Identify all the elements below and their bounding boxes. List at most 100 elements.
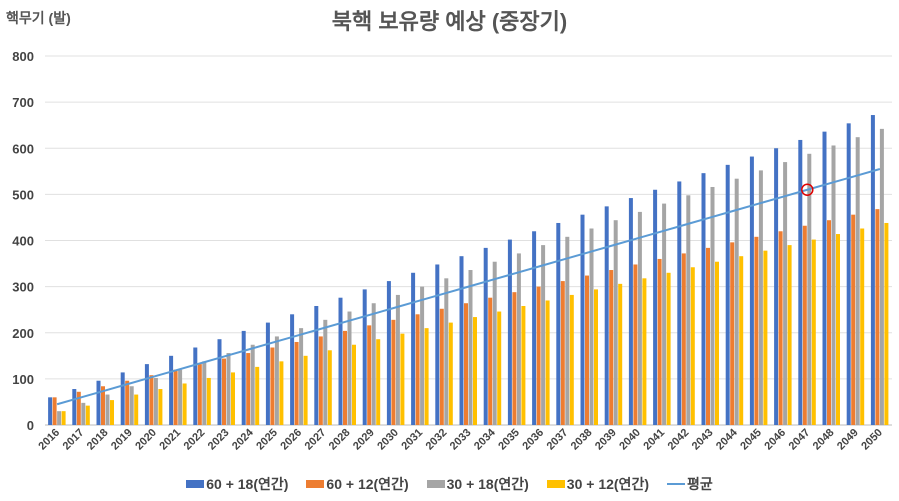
bar (556, 222, 561, 425)
bar (294, 341, 299, 425)
bar (512, 292, 517, 425)
x-tick-label: 2043 (690, 427, 716, 453)
x-tick-label: 2049 (835, 427, 861, 453)
bar (628, 198, 633, 425)
x-tick-label: 2034 (472, 426, 498, 452)
bar (57, 411, 62, 425)
bar (323, 319, 328, 425)
x-tick-label: 2029 (351, 427, 377, 453)
x-tick-label: 2035 (496, 427, 522, 453)
x-tick-label: 2037 (545, 427, 571, 453)
bar (778, 231, 783, 425)
x-tick-label: 2022 (182, 427, 208, 453)
bar (657, 258, 662, 425)
bar (870, 115, 875, 425)
legend-label: 60 + 18(연간) (206, 476, 289, 492)
bar (589, 228, 594, 425)
bar (507, 239, 512, 425)
bar (710, 186, 715, 425)
bar (169, 355, 174, 425)
legend-label: 30 + 12(연간) (566, 476, 649, 492)
average-line (56, 168, 881, 406)
bar (149, 375, 154, 425)
bar (609, 270, 614, 425)
bar (303, 355, 308, 425)
bar (783, 162, 788, 425)
x-tick-label: 2027 (303, 427, 329, 453)
x-tick-label: 2044 (714, 426, 740, 452)
legend: 60 + 18(연간) 60 + 12(연간) 30 + 18(연간) 30 +… (0, 474, 899, 494)
bar (362, 289, 367, 425)
x-tick-label: 2020 (133, 427, 159, 453)
bar (81, 402, 86, 425)
bar (279, 361, 284, 425)
bar (827, 220, 831, 425)
bar (241, 330, 246, 425)
bar (202, 361, 207, 425)
bar (444, 278, 449, 425)
bar (129, 386, 134, 425)
bar (270, 347, 275, 425)
bar (798, 139, 803, 425)
bar (420, 286, 425, 425)
x-tick-label: 2048 (811, 427, 837, 453)
x-tick-label: 2041 (641, 427, 667, 453)
legend-line (666, 483, 685, 485)
bar (580, 214, 585, 425)
bar (105, 394, 110, 425)
x-tick-label: 2019 (109, 427, 135, 453)
bar (560, 281, 565, 425)
bar (274, 336, 279, 425)
chart-title: 북핵 보유량 예상 (중장기) (331, 9, 568, 34)
bar (831, 145, 836, 426)
legend-label: 60 + 12(연간) (326, 476, 409, 492)
bar (763, 250, 768, 425)
y-tick-label: 500 (12, 187, 34, 202)
bar (265, 322, 270, 425)
bar (492, 261, 497, 425)
x-tick-label: 2040 (617, 427, 643, 453)
bar (182, 383, 187, 425)
bar (875, 209, 880, 425)
bar (541, 245, 546, 425)
y-tick-label: 400 (12, 234, 34, 249)
x-tick-label: 2016 (36, 427, 62, 453)
bar (516, 253, 521, 425)
bar (343, 330, 347, 425)
bar (662, 203, 667, 425)
bar (851, 214, 856, 425)
bar (85, 405, 90, 425)
bar (532, 231, 537, 425)
bar (386, 281, 391, 425)
x-tick-label: 2018 (85, 427, 111, 453)
bar (686, 195, 691, 425)
bar (153, 377, 158, 425)
legend-swatch (546, 480, 565, 488)
bar (367, 325, 372, 425)
bar (435, 264, 440, 425)
bar (299, 328, 304, 425)
bar (48, 397, 53, 425)
legend-item: 30 + 12(연간) (546, 474, 649, 494)
bar (701, 173, 706, 425)
bar (787, 245, 792, 425)
bar (483, 247, 488, 425)
bar (352, 344, 356, 425)
bar (110, 400, 114, 425)
bar (439, 308, 444, 425)
bar (217, 339, 222, 425)
bar (144, 364, 149, 425)
bar (758, 170, 763, 425)
bar (120, 372, 125, 425)
legend-swatch (426, 480, 445, 488)
x-tick-label: 2021 (157, 427, 183, 453)
bar (76, 391, 81, 425)
highlight-circle (801, 183, 814, 197)
x-tick-label: 2045 (738, 427, 764, 453)
x-tick-label: 2032 (424, 427, 450, 453)
bar (415, 314, 420, 425)
bar (585, 275, 589, 425)
bar (158, 389, 163, 425)
legend-label: 30 + 18(연간) (446, 476, 529, 492)
